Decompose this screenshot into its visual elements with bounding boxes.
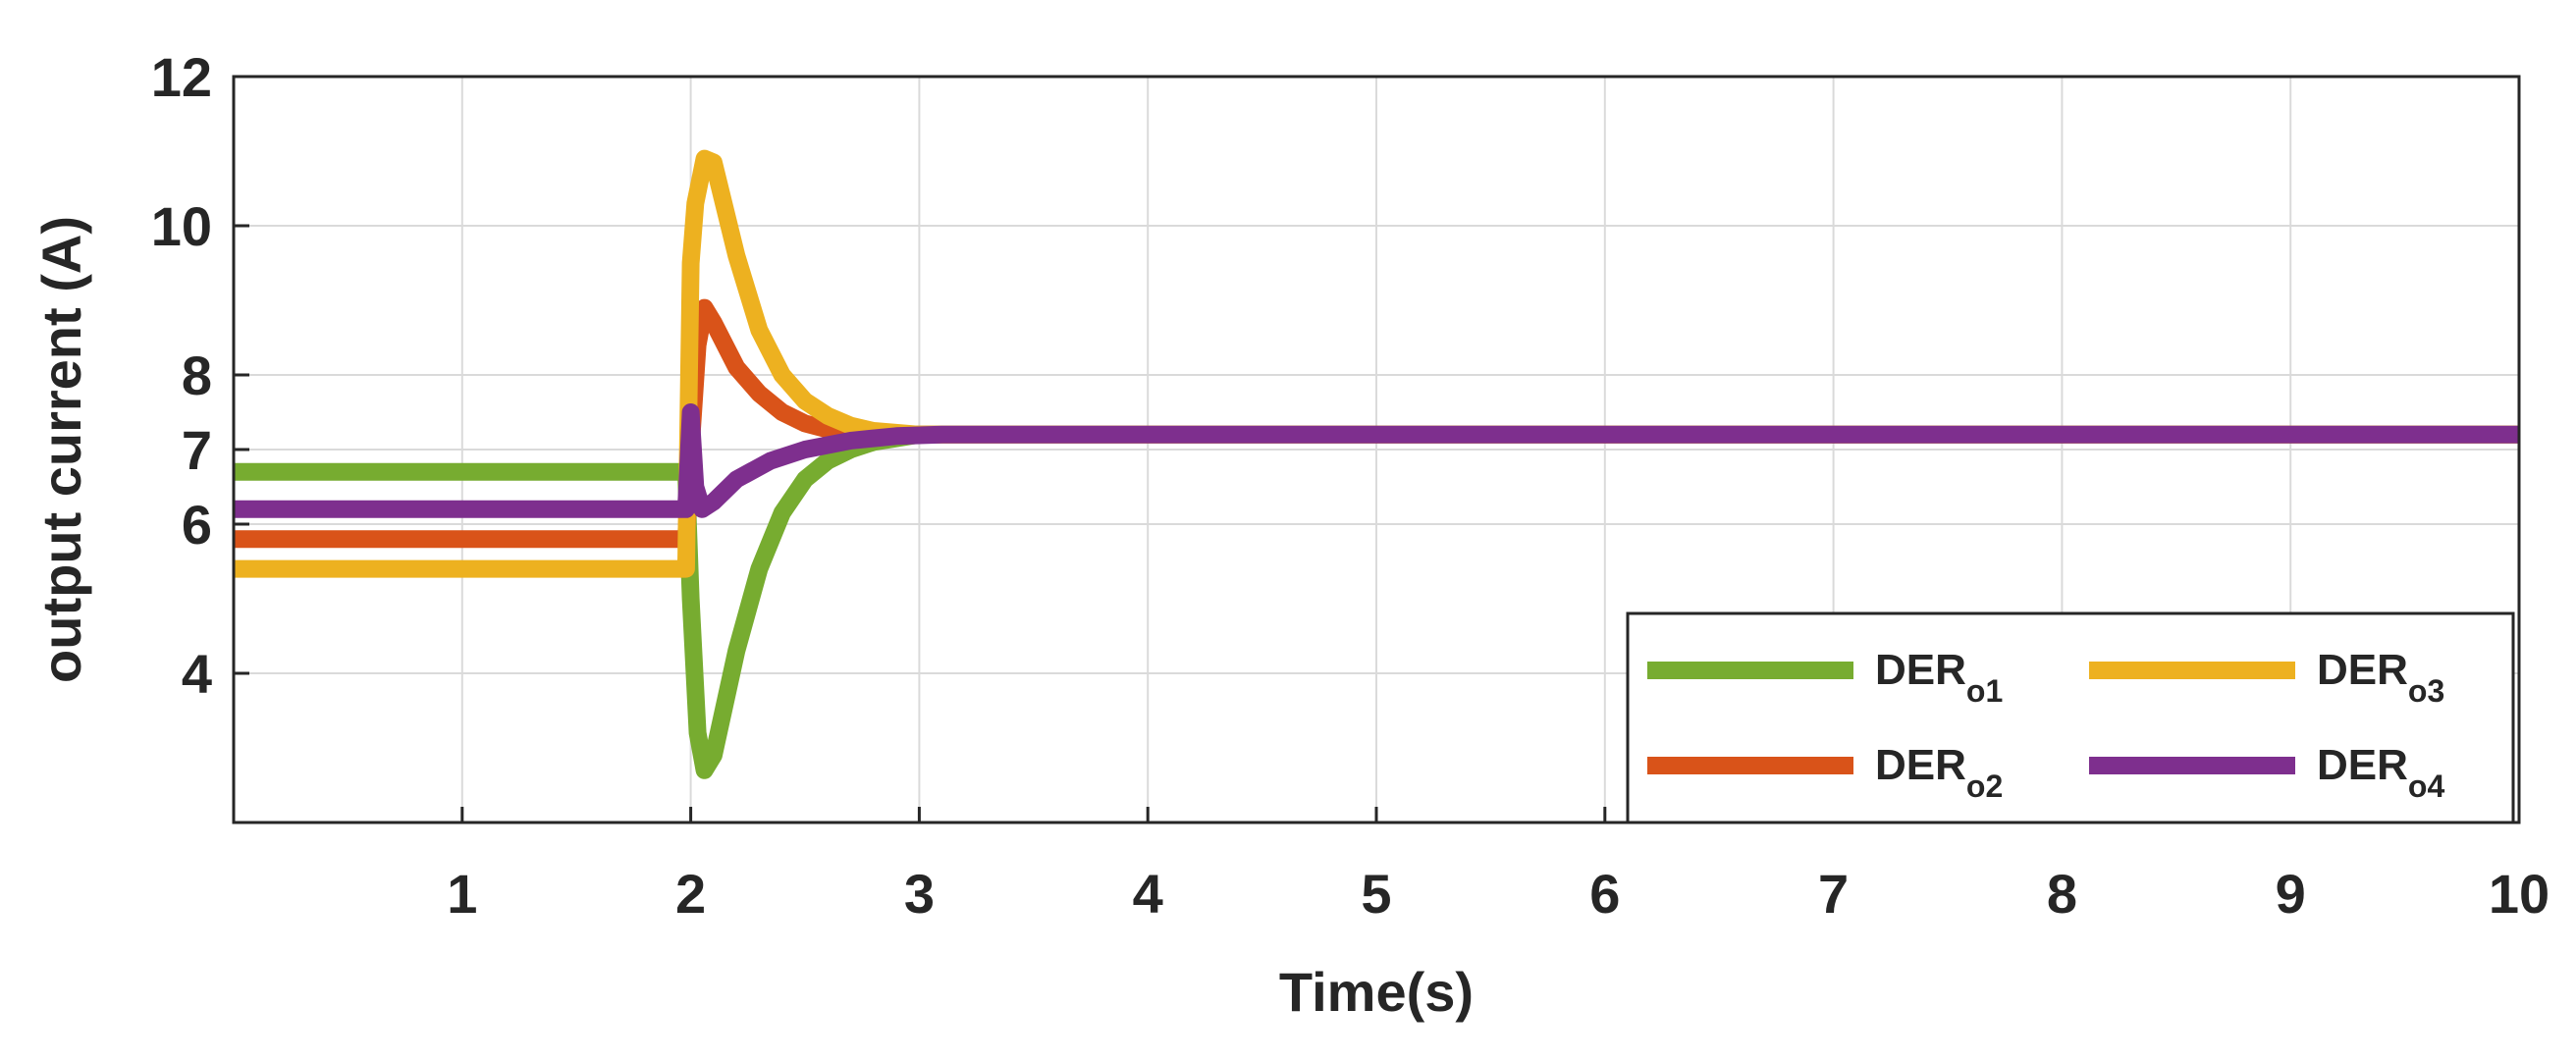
- x-tick-label: 2: [675, 863, 706, 925]
- x-axis-ticks: 1 2 3 4 5 6 7 8 9 10: [447, 807, 2549, 925]
- series-line-o3: [234, 149, 2519, 578]
- legend-box: [1626, 611, 2515, 824]
- x-tick-label: 7: [1818, 863, 1849, 925]
- x-tick-label: 6: [1589, 863, 1620, 925]
- y-axis-title: output current (A): [30, 216, 92, 683]
- y-tick-label: 6: [182, 494, 212, 556]
- x-tick-label: 4: [1133, 863, 1163, 925]
- x-tick-label: 9: [2276, 863, 2306, 925]
- series-line-o4: [234, 403, 2519, 518]
- y-tick-label: 10: [151, 195, 212, 257]
- y-tick-label: 12: [151, 46, 212, 108]
- y-tick-label: 4: [182, 643, 212, 705]
- y-tick-label: 8: [182, 345, 212, 406]
- legend-entry-o1: DERo1: [1647, 646, 2003, 709]
- y-tick-label: 7: [182, 419, 212, 481]
- series-layer: [234, 149, 2519, 779]
- x-tick-label: 10: [2489, 863, 2549, 925]
- x-tick-label: 1: [447, 863, 477, 925]
- x-tick-label: 3: [904, 863, 935, 925]
- x-tick-label: 8: [2047, 863, 2077, 925]
- y-axis-ticks: 4 6 7 8 10 12: [151, 46, 249, 705]
- x-axis-title: Time(s): [1279, 961, 1474, 1023]
- x-tick-label: 5: [1361, 863, 1391, 925]
